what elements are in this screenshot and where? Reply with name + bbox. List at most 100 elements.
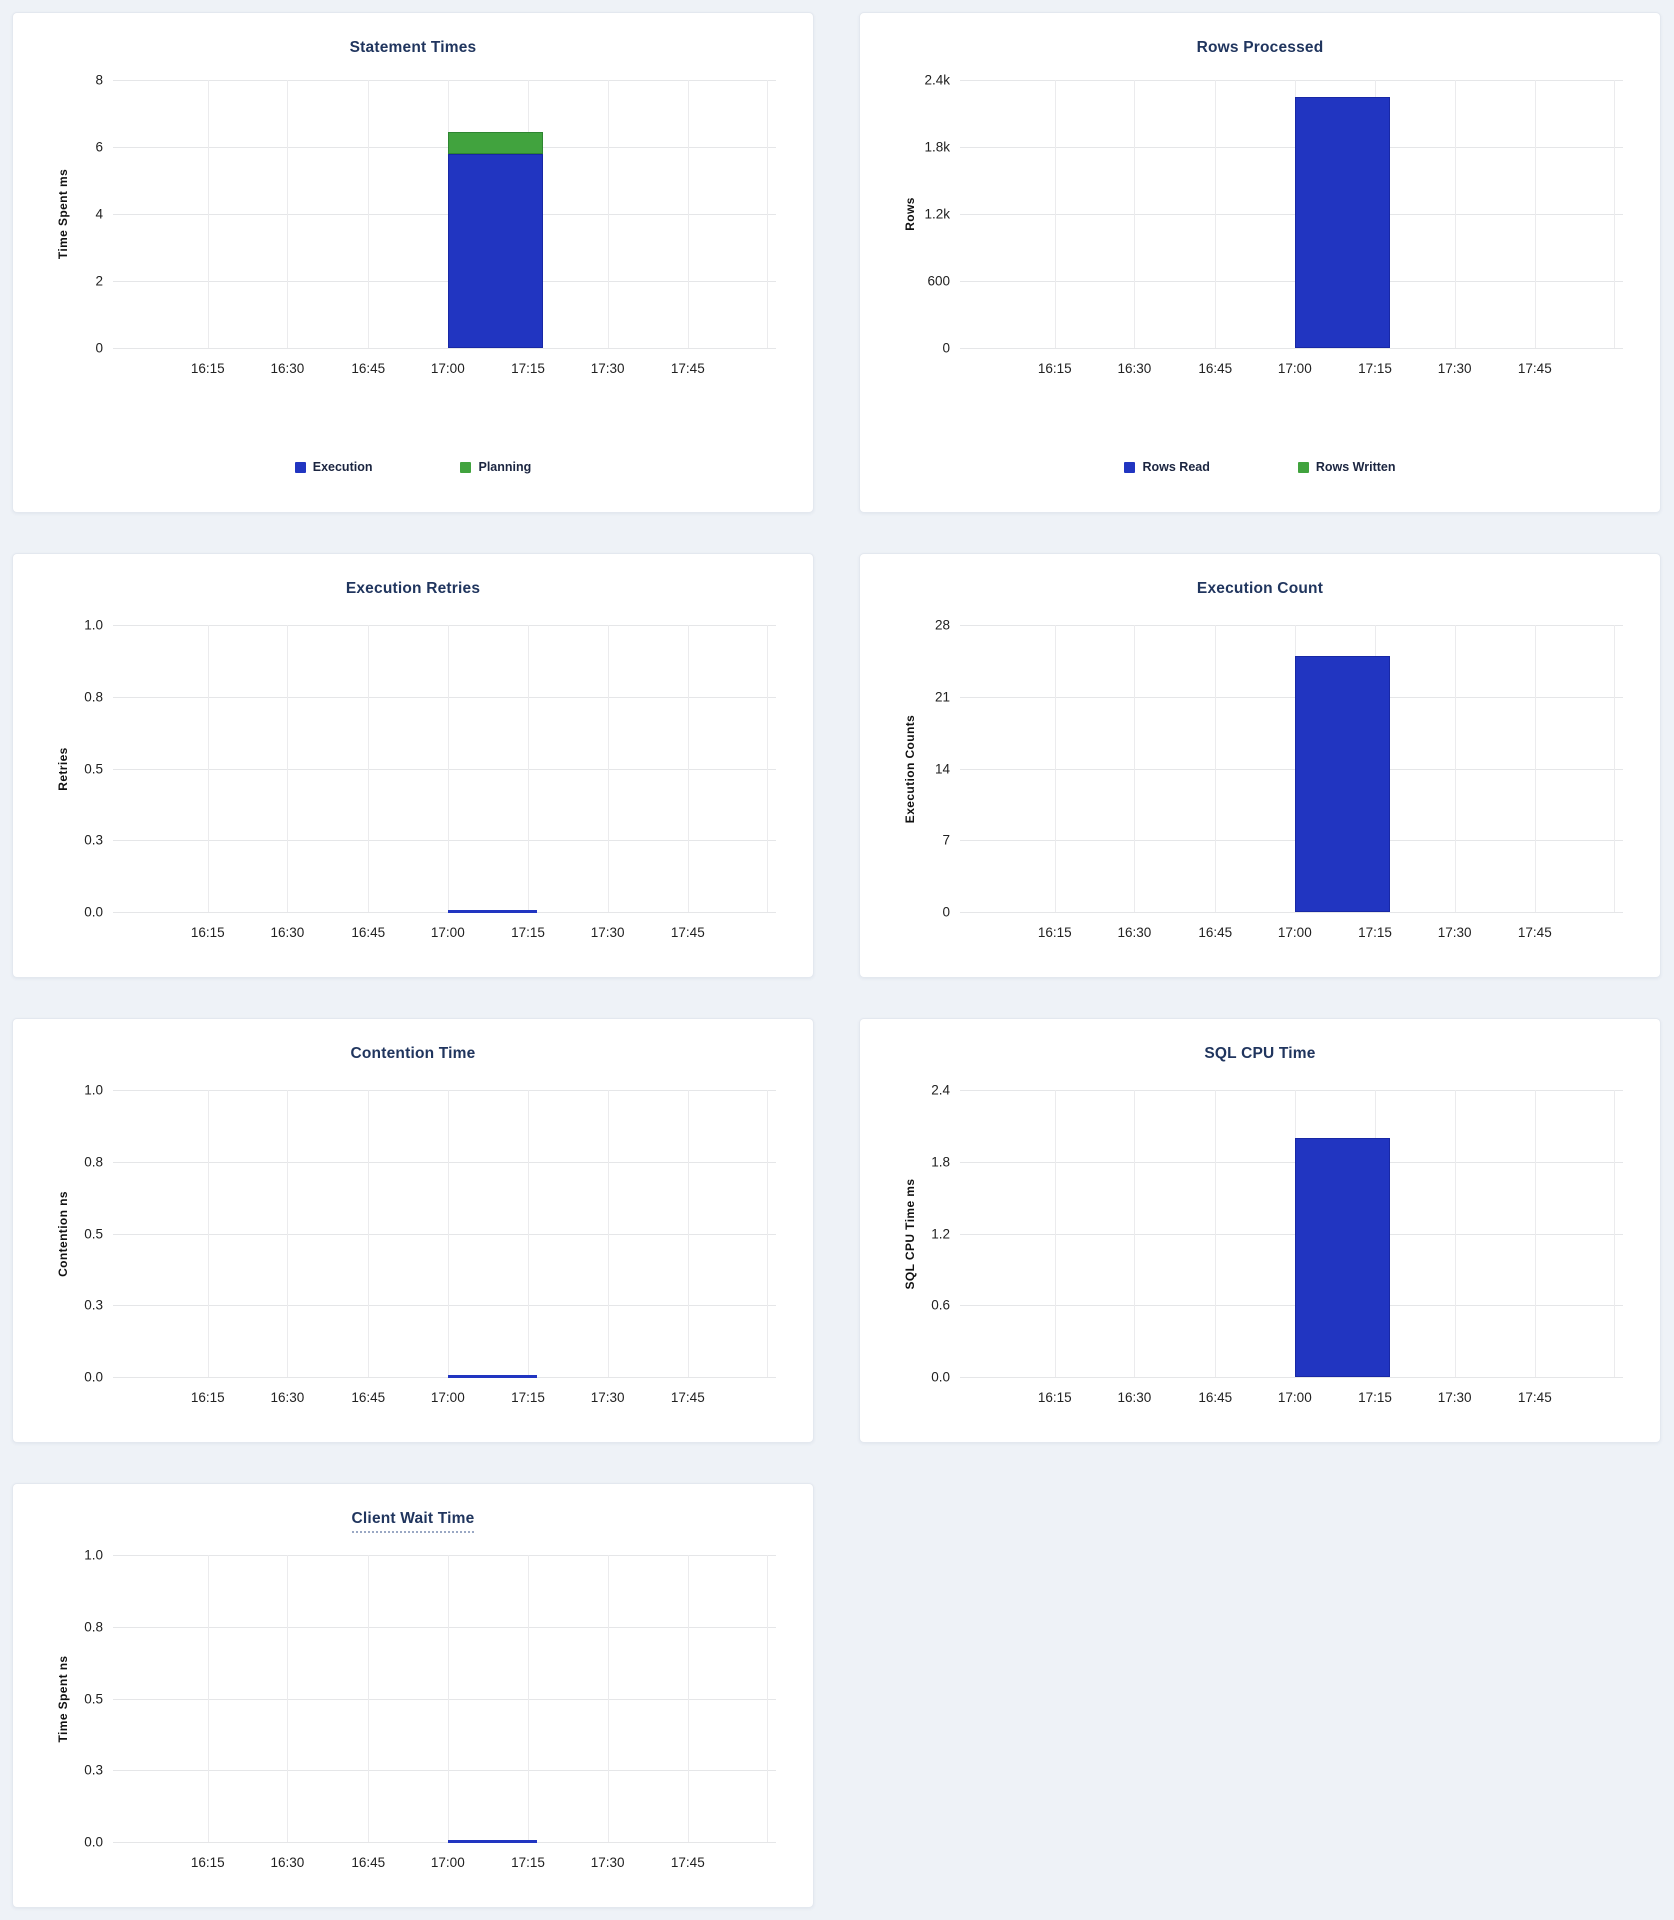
x-tick-label: 17:15 — [511, 1855, 545, 1870]
chart-card: SQL CPU Time SQL CPU Time ms 2.4 1.8 1.2 0.… — [859, 1018, 1661, 1443]
h-gridline — [113, 80, 776, 81]
x-tick-label: 17:15 — [1358, 1390, 1392, 1405]
chart-card: Client Wait Time Time Spent ns 1.0 0.8 0.5… — [12, 1483, 814, 1908]
y-tick-label: 0 — [942, 904, 950, 920]
v-gridline — [687, 1090, 689, 1377]
x-tick-label: 17:00 — [430, 361, 465, 376]
v-gridline — [1534, 625, 1536, 912]
chart-card: Contention Time Contention ns 1.0 0.8 0.5 0… — [12, 1018, 814, 1443]
x-tick-label: 16:15 — [1037, 1390, 1072, 1405]
y-tick-label: 2 — [95, 273, 103, 289]
chart-title-text: SQL CPU Time — [1204, 1045, 1316, 1062]
x-tick-label: 16:15 — [1037, 361, 1072, 376]
x-tick-label: 16:45 — [1198, 361, 1233, 376]
x-tick-label: 16:45 — [351, 925, 386, 940]
plot-area[interactable]: SQL CPU Time ms 2.4 1.8 1.2 0.6 0.0 16:15 16:3… — [903, 1083, 1623, 1405]
v-gridline — [767, 80, 769, 348]
plot-area[interactable]: Retries 1.0 0.8 0.5 0.3 0.0 16:15 16:30 16:45 17… — [56, 618, 776, 940]
v-gridline — [687, 1555, 689, 1842]
y-tick-label: 21 — [934, 689, 950, 705]
chart-title: Statement Times — [13, 39, 813, 57]
y-axis-label: Execution Counts — [903, 714, 917, 823]
y-tick-label: 0.0 — [931, 1369, 950, 1385]
plot-area[interactable]: Time Spent ns 1.0 0.8 0.5 0.3 0.0 16:15 16:30 1… — [56, 1548, 776, 1870]
plot-area[interactable]: Contention ns 1.0 0.8 0.5 0.3 0.0 16:15 16:30 1… — [56, 1083, 776, 1405]
v-gridline — [528, 1090, 530, 1377]
v-gridline — [1134, 625, 1136, 912]
v-gridline — [368, 1555, 370, 1842]
x-tick-label: 17:30 — [590, 361, 625, 376]
h-gridline — [960, 625, 1623, 626]
zero-value-line — [447, 1375, 538, 1378]
x-tick-label: 17:30 — [590, 925, 625, 940]
y-tick-label: 1.0 — [84, 617, 103, 633]
v-gridline — [1534, 80, 1536, 348]
chart-title: Contention Time — [13, 1045, 813, 1063]
v-gridline — [528, 625, 530, 912]
legend-swatch — [1297, 461, 1309, 473]
h-gridline — [960, 147, 1623, 148]
y-tick-label: 1.0 — [84, 1547, 103, 1563]
h-gridline — [113, 1626, 776, 1628]
h-gridline — [113, 1233, 776, 1235]
x-tick-label: 17:00 — [430, 1390, 465, 1405]
h-gridline — [113, 281, 776, 282]
x-tick-label: 16:45 — [1198, 1390, 1233, 1405]
h-gridline — [113, 214, 776, 215]
legend-swatch — [460, 461, 472, 473]
x-tick-label: 17:15 — [511, 925, 545, 940]
bar-segment — [1294, 96, 1390, 348]
legend-item: Planning — [460, 460, 531, 474]
zero-value-line — [447, 1840, 538, 1843]
chart-title-text: Contention Time — [350, 1045, 476, 1062]
legend-label: Rows Written — [1315, 460, 1396, 474]
v-gridline — [1054, 1090, 1056, 1377]
chart-legend: Rows Read Rows Written — [860, 460, 1660, 474]
zero-value-line — [447, 910, 538, 913]
x-tick-label: 16:30 — [1117, 925, 1152, 940]
v-gridline — [687, 625, 689, 912]
y-axis-label: Retries — [56, 746, 70, 791]
h-gridline — [113, 768, 776, 770]
plot-area[interactable]: Time Spent ms 8 6 4 2 0 16:15 16:30 16:45 17:00 1… — [56, 73, 776, 376]
y-tick-label: 14 — [934, 761, 950, 776]
x-tick-label: 17:30 — [1437, 925, 1472, 940]
h-gridline — [113, 1770, 776, 1772]
x-tick-label: 16:15 — [190, 925, 225, 940]
chart-card: Execution Retries Retries 1.0 0.8 0.5 0.3 0.… — [12, 553, 814, 978]
y-tick-label: 6 — [95, 139, 103, 155]
legend-label: Execution — [312, 460, 373, 474]
h-gridline — [113, 696, 776, 698]
x-tick-label: 17:45 — [670, 361, 705, 376]
h-gridline — [960, 1161, 1623, 1163]
x-tick-label: 17:45 — [1517, 1390, 1552, 1405]
plot-area[interactable]: Execution Counts 28 21 14 7 0 16:15 16:30 16:45… — [903, 618, 1623, 940]
legend-swatch — [1124, 461, 1136, 473]
v-gridline — [607, 1090, 609, 1377]
x-tick-label: 17:15 — [1358, 925, 1392, 940]
v-gridline — [1215, 625, 1217, 912]
chart-title: SQL CPU Time — [860, 1045, 1660, 1063]
v-gridline — [368, 625, 370, 912]
h-gridline — [960, 1090, 1623, 1091]
x-tick-label: 16:30 — [270, 1390, 305, 1405]
v-gridline — [287, 1555, 289, 1842]
v-gridline — [1054, 80, 1056, 348]
plot-area[interactable]: Rows 2.4k 1.8k 1.2k 600 0 16:15 16:30 16:45 17:0… — [903, 73, 1623, 376]
x-tick-label: 17:30 — [590, 1855, 625, 1870]
v-gridline — [1454, 625, 1456, 912]
chart-card: Statement Times Time Spent ms 8 6 4 2 0 16:15… — [12, 12, 814, 513]
v-gridline — [607, 80, 609, 348]
h-gridline — [113, 1842, 776, 1843]
y-tick-label: 0.8 — [84, 689, 103, 705]
legend-label: Planning — [478, 460, 532, 474]
x-tick-label: 17:45 — [1517, 361, 1552, 376]
v-gridline — [767, 1555, 769, 1842]
y-axis-label: Rows — [903, 197, 917, 231]
chart-title-tooltip-trigger[interactable]: Client Wait Time — [351, 1510, 475, 1533]
h-gridline — [113, 1090, 776, 1091]
v-gridline — [1134, 80, 1136, 348]
h-gridline — [113, 1305, 776, 1307]
v-gridline — [1534, 1090, 1536, 1377]
v-gridline — [1454, 1090, 1456, 1377]
